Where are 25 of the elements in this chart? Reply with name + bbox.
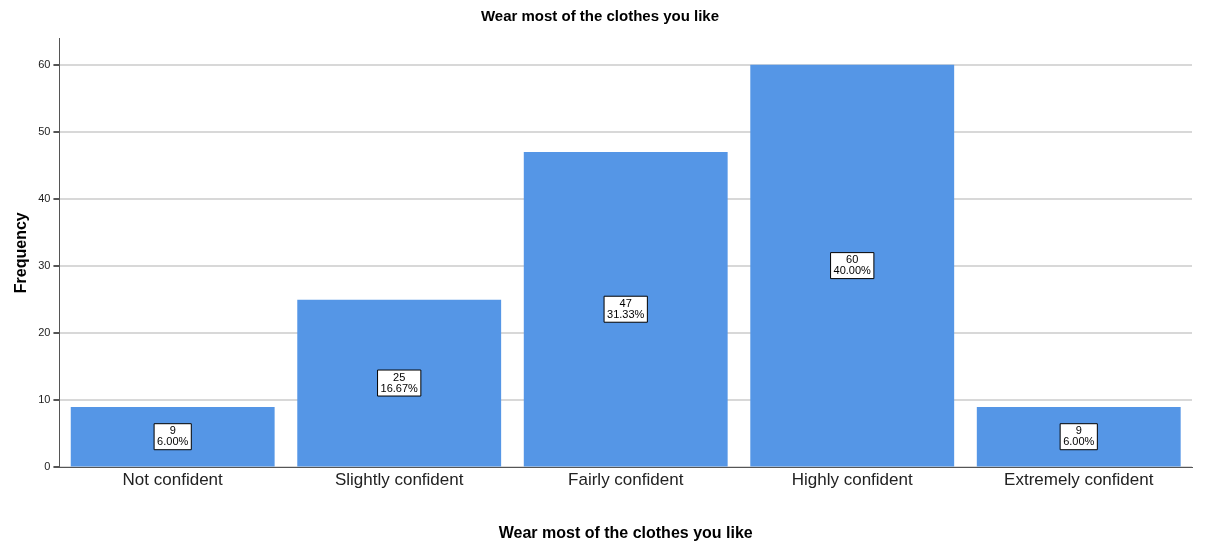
- y-tick-label: 30: [38, 259, 51, 272]
- data-label: 9 6.00%: [1063, 424, 1095, 448]
- x-tick-label: Fairly confident: [568, 470, 684, 490]
- data-label: 9 6.00%: [157, 424, 189, 448]
- y-tick-label: 50: [38, 124, 51, 137]
- x-tick-label: Slightly confident: [334, 470, 464, 490]
- y-tick-label: 10: [38, 393, 51, 406]
- bar: [976, 407, 1181, 467]
- data-label: 47 31.33%: [607, 296, 645, 320]
- x-tick-label: Not confident: [122, 470, 224, 490]
- x-tick-label: Extremely confident: [1004, 470, 1154, 490]
- bar: [70, 407, 275, 467]
- y-tick-label: 60: [38, 57, 51, 70]
- x-tick-label: Highly confident: [791, 470, 913, 490]
- y-axis-title: Frequency: [12, 212, 30, 294]
- bar: [523, 152, 728, 467]
- data-label: 25 16.67%: [380, 370, 419, 394]
- data-label: 60 40.00%: [833, 253, 872, 277]
- chart-title: Wear most of the clothes you like: [480, 7, 720, 25]
- y-tick-label: 40: [38, 192, 51, 205]
- y-tick-label: 20: [38, 326, 51, 339]
- y-tick-label: 0: [44, 460, 51, 473]
- bar: [750, 64, 955, 467]
- bar: [297, 299, 502, 467]
- x-axis-title: Wear most of the clothes you like: [498, 523, 753, 541]
